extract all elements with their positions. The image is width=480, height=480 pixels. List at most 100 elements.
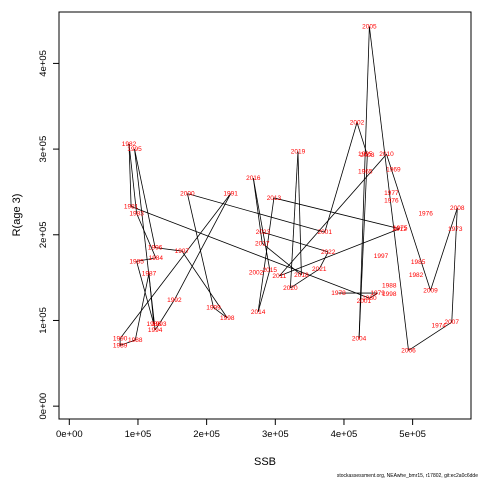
point-label-1990: 1990 xyxy=(113,335,128,342)
footer-credit: stockassessment.org, NEAwhe_bmr15, r1780… xyxy=(337,473,478,479)
line-segment-1980 xyxy=(130,206,370,299)
y-axis: 0e+00 1e+05 2e+05 3e+05 4e+05 xyxy=(38,50,60,420)
line-segment-1979 xyxy=(369,292,378,299)
point-label-1980: 1980 xyxy=(362,295,377,302)
line-segment-2009 xyxy=(386,154,431,291)
point-label-2004: 2004 xyxy=(352,335,367,342)
x-tick-label: 2e+05 xyxy=(193,429,220,440)
line-segment-1984 xyxy=(136,257,156,262)
point-label-1995: 1995 xyxy=(127,146,142,153)
point-label-1999: 1999 xyxy=(206,305,221,312)
point-label-2007: 2007 xyxy=(445,319,460,326)
line-segment-1998 xyxy=(213,307,228,319)
point-label-extra: 1985 xyxy=(411,259,426,266)
line-segment-1991 xyxy=(174,193,232,301)
y-tick-label: 3e+05 xyxy=(38,136,49,163)
line-segment-2020 xyxy=(290,268,320,289)
line-segment-2019 xyxy=(290,151,299,288)
line-segment-1994 xyxy=(134,149,156,330)
point-label-extra: 2001 xyxy=(357,298,372,305)
y-tick-label: 1e+05 xyxy=(38,307,49,334)
point-label-2019: 2019 xyxy=(291,149,306,156)
point-label-2006: 2006 xyxy=(401,347,416,354)
point-label-2023: 2023 xyxy=(256,229,271,236)
point-label-2022: 2022 xyxy=(321,249,336,256)
point-label-extra: 1976 xyxy=(384,198,399,205)
line-segment-2014 xyxy=(257,269,271,313)
y-tick-label: 0e+00 xyxy=(38,393,49,420)
point-label-2012: 2012 xyxy=(392,226,407,233)
line-segment-2004 xyxy=(358,26,370,339)
point-label-2005: 2005 xyxy=(362,24,377,31)
line-segment-2010 xyxy=(279,153,387,277)
point-label-1991: 1991 xyxy=(223,191,238,198)
line-segment-2015 xyxy=(252,178,271,270)
line-segment-2006 xyxy=(408,321,452,351)
y-tick-label: 4e+05 xyxy=(38,50,49,77)
line-segment-1981 xyxy=(128,143,132,207)
line-segment-2022 xyxy=(262,231,329,253)
point-label-2001: 2001 xyxy=(318,229,333,236)
point-label-1981: 1981 xyxy=(124,204,139,211)
point-label-1985: 1985 xyxy=(129,258,144,265)
point-label-2018: 2018 xyxy=(294,272,309,279)
point-label-1983: 1983 xyxy=(129,210,144,217)
x-axis-title: SSB xyxy=(254,456,276,468)
x-tick-label: 4e+05 xyxy=(331,429,358,440)
point-label-2008: 2008 xyxy=(450,205,465,212)
line-segment-2007 xyxy=(451,208,458,323)
point-label-2009: 2009 xyxy=(423,287,438,294)
x-tick-label: 3e+05 xyxy=(262,429,289,440)
point-label-2011: 2011 xyxy=(272,273,286,280)
line-segment-1982 xyxy=(128,143,137,214)
line-segment-1992 xyxy=(158,299,175,325)
y-axis-title: R(age 3) xyxy=(11,194,23,237)
point-label-extra: 1997 xyxy=(374,253,389,260)
point-label-extra: 1969 xyxy=(386,167,401,174)
line-segment-2008 xyxy=(430,208,458,291)
point-label-1987: 1987 xyxy=(142,270,157,277)
point-label-extra: 1988 xyxy=(382,282,397,289)
point-label-extra: 1975 xyxy=(393,225,408,232)
point-label-1989: 1989 xyxy=(113,342,128,349)
line-segment-1983 xyxy=(136,213,157,259)
point-label-2020: 2020 xyxy=(283,285,298,292)
x-axis: 0e+00 1e+05 2e+05 3e+05 4e+05 5e+05 xyxy=(56,418,426,440)
line-segment-2000 xyxy=(187,193,325,233)
point-label-2010: 2010 xyxy=(379,151,394,158)
point-label-1979: 1979 xyxy=(370,290,385,297)
line-segment-2017 xyxy=(262,243,302,276)
line-segment-2016 xyxy=(252,178,263,244)
point-label-2014: 2014 xyxy=(251,309,266,316)
line-segment-2005 xyxy=(368,26,409,351)
point-label-1993: 1993 xyxy=(152,321,167,328)
line-segment-2021 xyxy=(318,251,329,270)
point-label-extra: 1995 xyxy=(358,151,373,158)
line-segment-1987 xyxy=(134,273,150,341)
point-label-2021: 2021 xyxy=(312,266,327,273)
point-label-1994: 1994 xyxy=(148,327,163,334)
line-segment-1988 xyxy=(119,339,136,346)
x-tick-label: 5e+05 xyxy=(399,429,426,440)
point-label-extra: 2002 xyxy=(249,269,264,276)
point-label-2015: 2015 xyxy=(263,267,278,274)
x-tick-label: 0e+00 xyxy=(56,429,83,440)
point-label-2017: 2017 xyxy=(255,240,270,247)
line-segment-1993 xyxy=(154,323,160,331)
point-label-2016: 2016 xyxy=(246,175,261,182)
line-segment-1996 xyxy=(155,247,182,252)
y-tick-label: 2e+05 xyxy=(38,221,49,248)
line-segment-1995 xyxy=(134,149,156,248)
point-label-1982: 1982 xyxy=(122,141,137,148)
point-label-1986: 1986 xyxy=(147,321,162,328)
point-label-1988: 1988 xyxy=(128,337,143,344)
point-label-1997: 1997 xyxy=(175,248,190,255)
line-segment-2011 xyxy=(279,228,400,277)
point-label-extra: 1965 xyxy=(358,168,373,175)
point-label-1992: 1992 xyxy=(167,297,182,304)
point-label-2013: 2013 xyxy=(267,195,282,202)
point-label-extra: 1998 xyxy=(382,291,397,298)
point-label-1998: 1998 xyxy=(220,315,235,322)
